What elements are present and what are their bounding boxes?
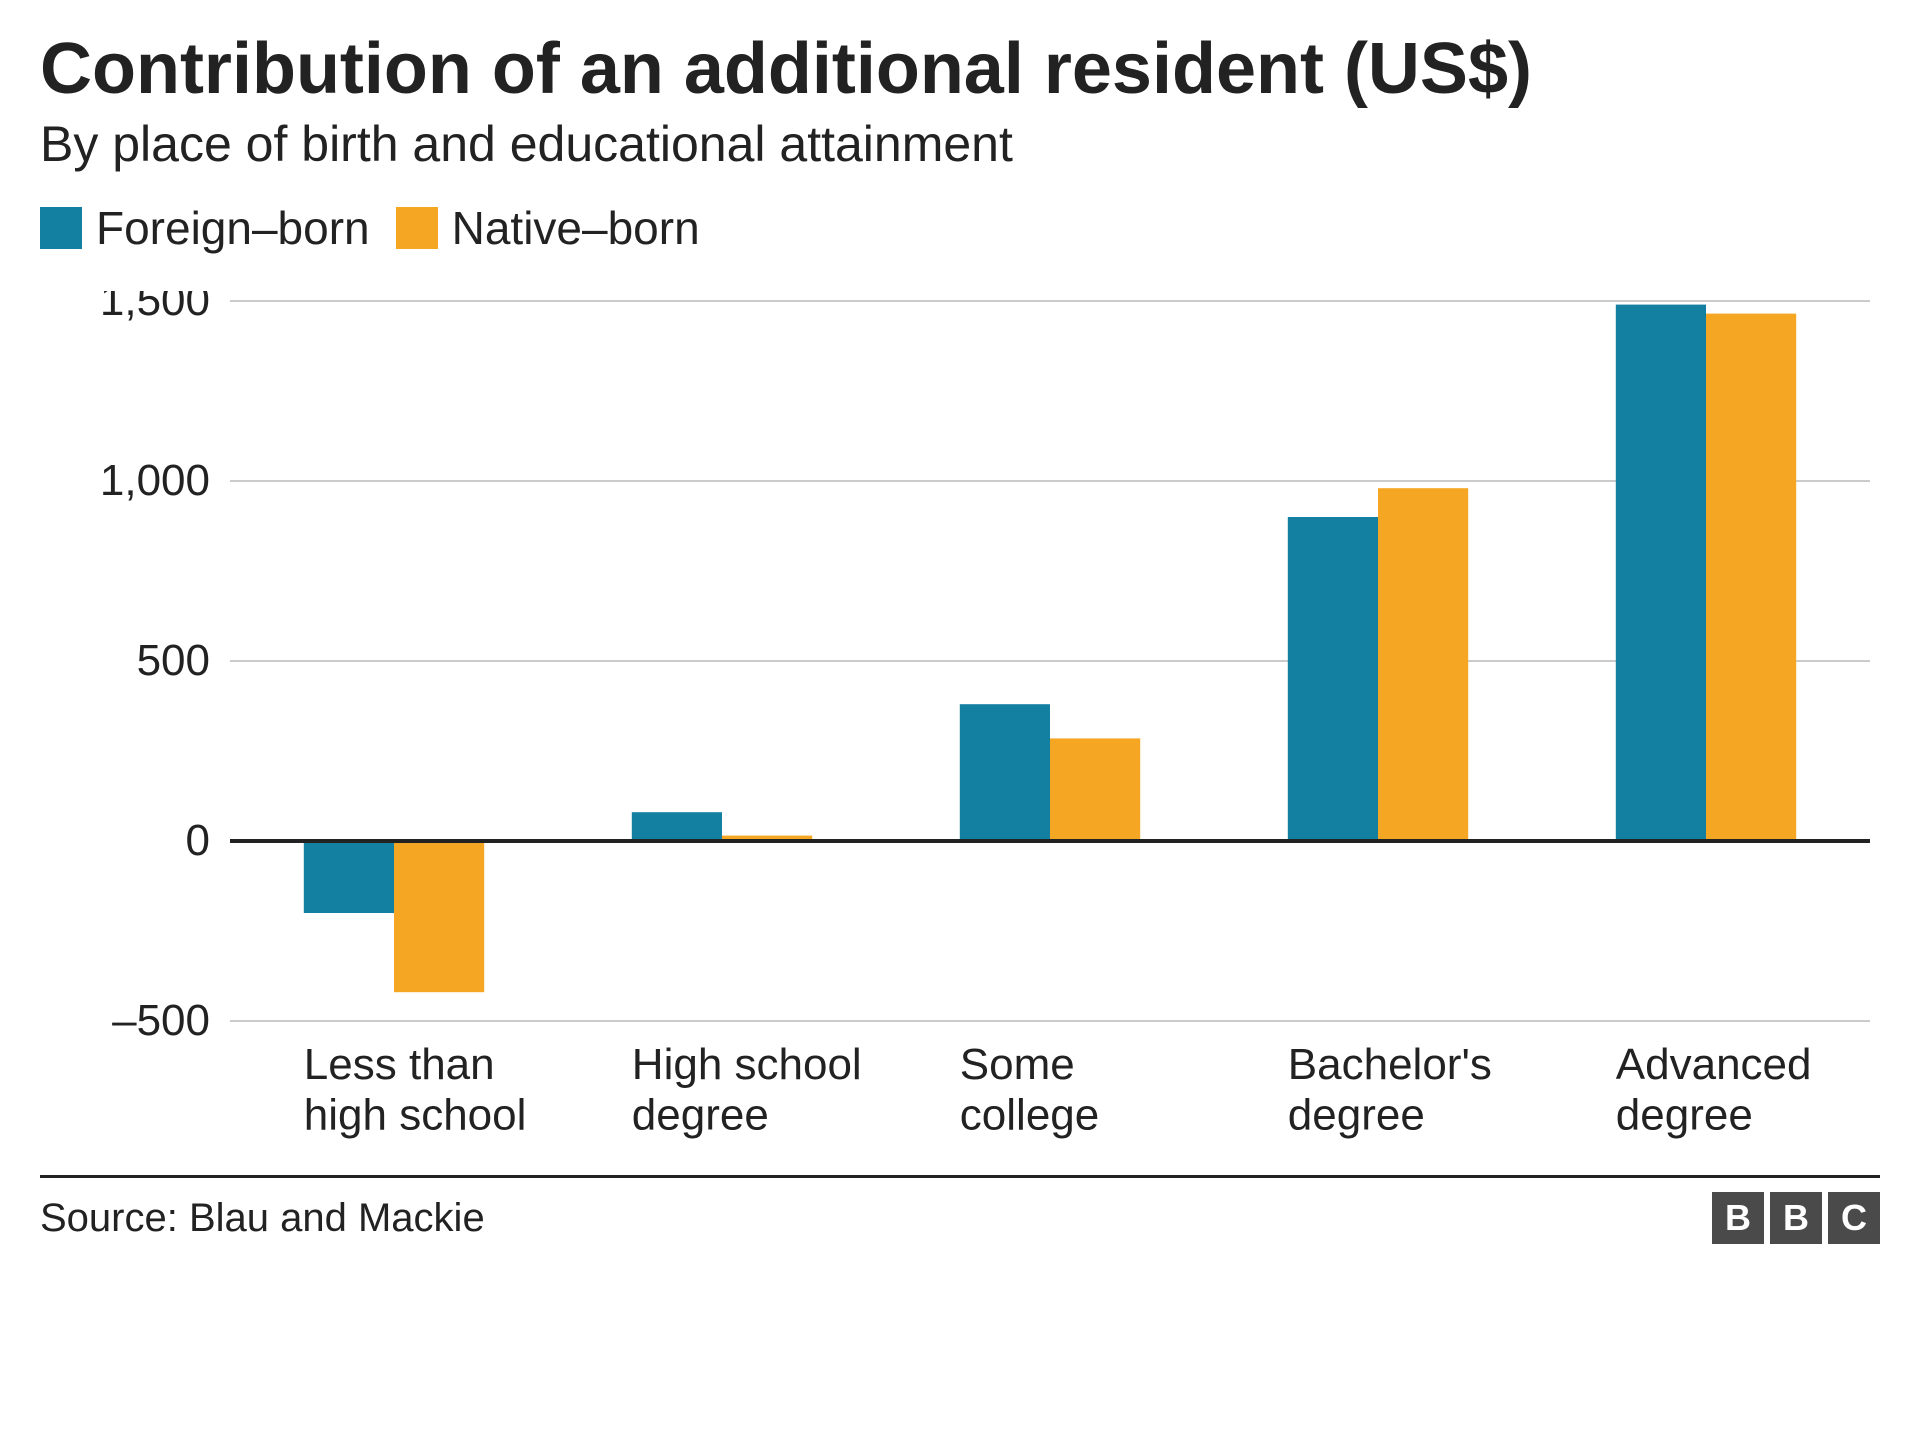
svg-text:college: college xyxy=(960,1091,1099,1140)
svg-text:Some: Some xyxy=(960,1040,1075,1089)
chart-svg: –500 0 500 1,000 1,500 Less thanhigh school Hi… xyxy=(40,291,1880,1161)
chart: –500 0 500 1,000 1,500 Less thanhigh school Hi… xyxy=(40,291,1880,1161)
legend-item: Foreign–born xyxy=(40,201,370,255)
chart-title: Contribution of an additional resident (… xyxy=(40,30,1880,109)
svg-text:high school: high school xyxy=(304,1091,527,1140)
svg-text:Advanced: Advanced xyxy=(1616,1040,1812,1089)
chart-subtitle: By place of birth and educational attain… xyxy=(40,115,1880,173)
svg-text:Less than: Less than xyxy=(304,1040,495,1089)
legend-item: Native–born xyxy=(396,201,700,255)
legend-label-0: Foreign–born xyxy=(96,201,370,255)
legend-swatch-0 xyxy=(40,207,82,249)
svg-text:degree: degree xyxy=(1288,1091,1425,1140)
legend-swatch-1 xyxy=(396,207,438,249)
svg-text:degree: degree xyxy=(632,1091,769,1140)
source-text: Source: Blau and Mackie xyxy=(40,1196,485,1241)
bbc-logo: B B C xyxy=(1712,1192,1880,1244)
svg-text:0: 0 xyxy=(186,816,210,865)
bbc-box: B xyxy=(1770,1192,1822,1244)
svg-text:1,000: 1,000 xyxy=(100,456,210,505)
svg-text:degree: degree xyxy=(1616,1091,1753,1140)
svg-text:–500: –500 xyxy=(112,996,210,1045)
bbc-box: C xyxy=(1828,1192,1880,1244)
svg-text:1,500: 1,500 xyxy=(100,291,210,325)
svg-text:Bachelor's: Bachelor's xyxy=(1288,1040,1492,1089)
legend: Foreign–born Native–born xyxy=(40,201,1880,255)
bbc-box: B xyxy=(1712,1192,1764,1244)
svg-text:High school: High school xyxy=(632,1040,862,1089)
svg-text:500: 500 xyxy=(137,636,210,685)
footer: Source: Blau and Mackie B B C xyxy=(40,1175,1880,1244)
legend-label-1: Native–born xyxy=(452,201,700,255)
